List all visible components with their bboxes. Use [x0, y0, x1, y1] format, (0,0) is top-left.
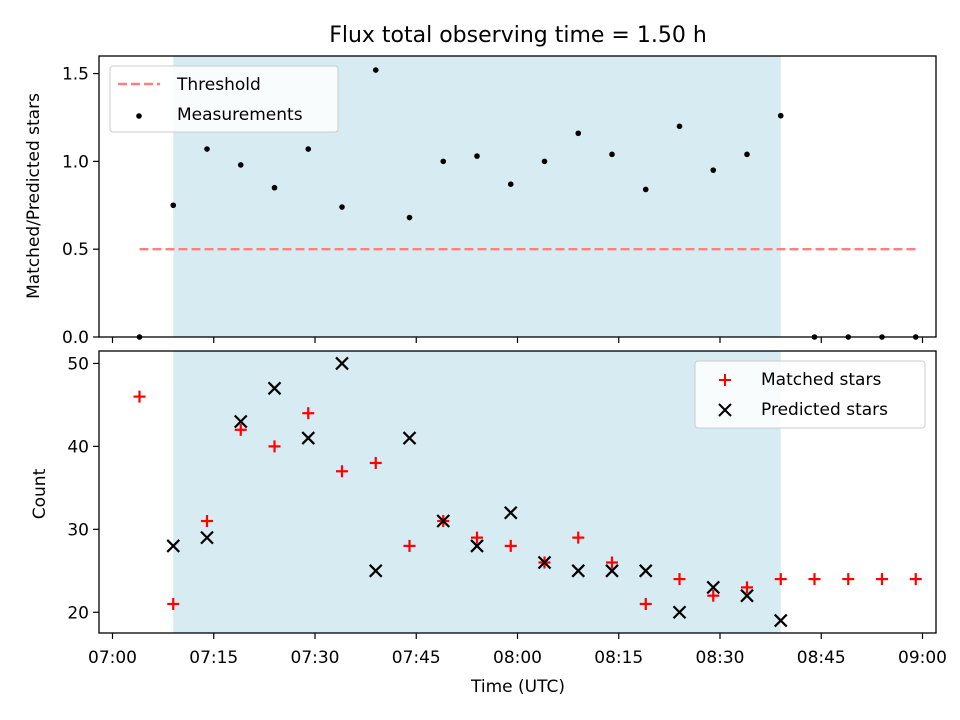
- measurement-point: [609, 151, 615, 158]
- measurement-point: [642, 186, 649, 193]
- legend-predicted-swatch: [718, 403, 732, 417]
- predicted-point: [368, 564, 383, 578]
- legend-matched-swatch: [719, 374, 731, 386]
- predicted-point: [740, 588, 754, 603]
- x-tick-label: 08:45: [797, 648, 846, 668]
- top-y-tick-label: 1.0: [62, 152, 89, 172]
- matched-point: [234, 423, 247, 436]
- measurement-point: [676, 123, 683, 130]
- measurement-point: [507, 181, 514, 188]
- matched-point: [774, 573, 787, 586]
- measurement-point: [372, 67, 379, 73]
- predicted-point: [672, 605, 687, 620]
- bottom-y-tick-label: 20: [67, 603, 89, 623]
- matched-point: [842, 573, 855, 586]
- matched-point: [133, 390, 146, 403]
- measurement-point: [440, 158, 447, 165]
- legend-predicted-label: Predicted stars: [761, 400, 888, 420]
- x-tick-label: 07:00: [88, 648, 137, 668]
- predicted-point: [571, 564, 586, 578]
- bottom-legend: Matched stars Predicted stars: [694, 360, 926, 429]
- bottom-y-tick-label: 30: [67, 520, 89, 540]
- matched-point: [302, 407, 315, 420]
- measurement-point: [170, 202, 177, 209]
- predicted-point: [200, 530, 214, 545]
- measurement-point: [305, 146, 312, 152]
- top-legend-box: [109, 65, 339, 133]
- bottom-y-axis-label: Count: [30, 468, 50, 519]
- matched-point: [369, 456, 382, 469]
- bottom-observing-window: [173, 351, 781, 633]
- matched-point: [673, 573, 686, 586]
- bottom-y-tick-label: 40: [67, 437, 89, 457]
- x-axis-label: Time (UTC): [470, 677, 565, 697]
- predicted-point: [233, 414, 248, 429]
- predicted-point: [335, 356, 349, 371]
- x-tick-label: 08:30: [696, 648, 745, 668]
- matched-point: [808, 573, 821, 586]
- predicted-point: [503, 505, 518, 520]
- measurement-point: [777, 112, 784, 119]
- matched-point: [336, 465, 348, 478]
- matched-point: [639, 597, 652, 610]
- matched-point: [167, 597, 180, 610]
- bottom-panel: 20 30 40 50 07:00 07:15 07:30 07:45 08:00 08:15 08…: [67, 350, 947, 668]
- x-tick-label: 07:30: [291, 648, 340, 668]
- top-y-tick-label: 1.5: [62, 65, 89, 85]
- measurement-point: [541, 158, 548, 165]
- matched-point: [201, 515, 213, 528]
- legend-measurements-label: Measurements: [177, 105, 303, 125]
- top-y-tick-label: 0.0: [62, 328, 89, 348]
- matched-point: [707, 589, 720, 602]
- legend-matched-label: Matched stars: [761, 370, 881, 390]
- x-tick-label: 08:15: [594, 648, 643, 668]
- top-legend: Threshold Measurements: [109, 65, 339, 133]
- legend-threshold-label: Threshold: [176, 75, 261, 95]
- predicted-point: [470, 539, 484, 553]
- measurement-point: [575, 130, 582, 137]
- bottom-legend-box: [694, 360, 926, 429]
- measurement-point: [406, 214, 413, 221]
- predicted-point: [638, 564, 653, 578]
- measurement-point: [204, 146, 210, 152]
- predicted-point: [436, 514, 451, 528]
- matched-point: [876, 573, 888, 586]
- predicted-point: [267, 381, 282, 396]
- matched-point: [741, 581, 753, 594]
- predicted-point: [301, 431, 316, 445]
- matched-point: [606, 556, 618, 569]
- matched-point: [504, 539, 517, 552]
- predicted-point: [402, 431, 417, 445]
- matched-point: [471, 531, 483, 544]
- measurement-point: [237, 162, 244, 168]
- predicted-point: [706, 580, 721, 595]
- matched-point: [403, 539, 416, 552]
- legend-measurements-swatch: [136, 113, 142, 119]
- matched-point: [268, 440, 281, 453]
- predicted-point: [537, 555, 552, 570]
- measurement-point: [744, 151, 750, 158]
- measurement-point: [710, 167, 717, 173]
- top-y-axis-label: Matched/Predicted stars: [24, 93, 44, 299]
- bottom-y-tick-label: 50: [67, 354, 89, 374]
- x-tick-label: 09:00: [898, 648, 947, 668]
- measurement-point: [271, 184, 278, 191]
- x-tick-label: 08:00: [493, 648, 542, 668]
- predicted-point: [773, 613, 788, 628]
- top-y-tick-label: 0.5: [62, 240, 89, 260]
- predicted-point: [605, 564, 619, 578]
- predicted-point: [166, 539, 181, 553]
- matched-point: [572, 531, 585, 544]
- matched-point: [909, 573, 922, 586]
- x-tick-label: 07:15: [189, 648, 238, 668]
- chart-title: Flux total observing time = 1.50 h: [329, 23, 707, 48]
- x-tick-label: 07:45: [392, 648, 441, 668]
- measurement-point: [339, 204, 345, 210]
- measurement-point: [474, 153, 480, 159]
